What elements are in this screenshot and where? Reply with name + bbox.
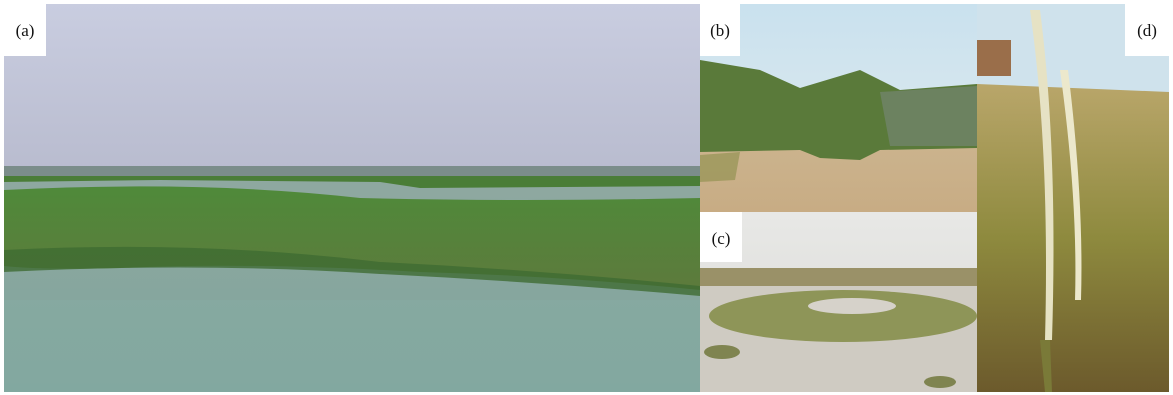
panel-a — [4, 4, 700, 392]
panel-label: (c) — [712, 229, 731, 248]
panel-d — [977, 4, 1169, 392]
panel-label: (b) — [710, 21, 730, 40]
panel-label: (d) — [1137, 21, 1157, 40]
panel-b — [700, 4, 977, 212]
panel-label: (a) — [16, 21, 35, 40]
figure: (a) (b) (c) (d) — [0, 0, 1173, 395]
